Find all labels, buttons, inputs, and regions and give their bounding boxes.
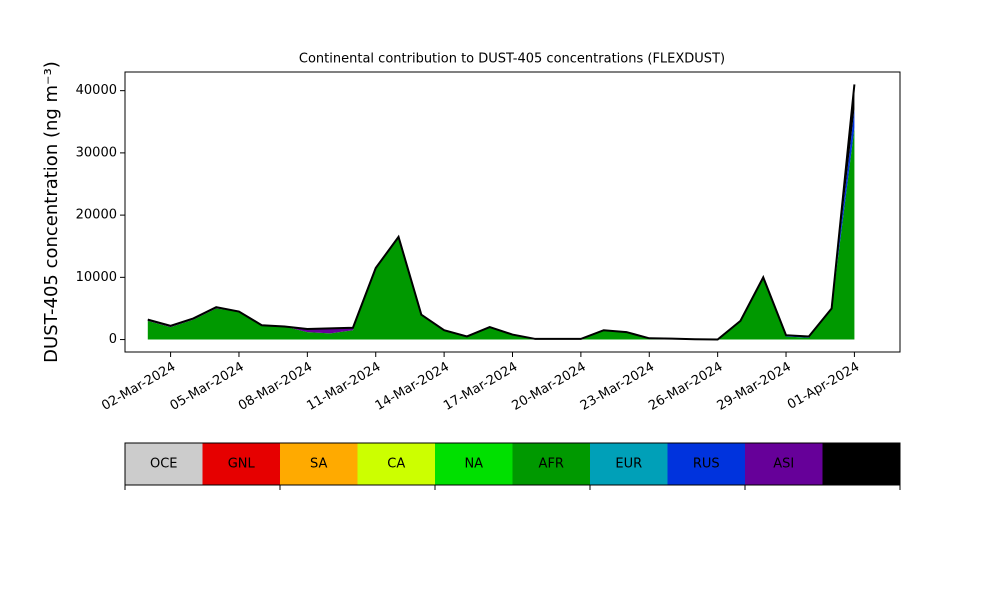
legend-label: RUS [693,457,720,472]
legend-label: NA [464,457,483,472]
x-tick-label: 11-Mar-2024 [304,360,383,414]
legend-swatch [512,443,590,485]
y-axis-label: DUST-405 concentration (ng m⁻³) [41,61,62,363]
y-tick-label: 10000 [76,270,117,285]
legend-swatch [590,443,668,485]
legend-label: AFR [539,457,564,472]
x-tick-label: 01-Apr-2024 [785,360,862,413]
legend-swatch [280,443,358,485]
legend-swatch [667,443,745,485]
x-tick-label: 14-Mar-2024 [373,360,452,414]
area [147,128,855,340]
x-tick-label: 20-Mar-2024 [509,360,588,414]
legend-label: AUS [848,457,875,472]
legend-label: ASI [773,457,794,472]
legend-swatch [357,443,435,485]
x-tick-label: 29-Mar-2024 [715,360,794,414]
legend-swatch [745,443,823,485]
legend-label: SA [310,457,327,472]
x-tick-label: 23-Mar-2024 [578,360,657,414]
colorbar-legend: OCE GNL SA CA NA AFR EUR RUS ASI AUS [124,442,901,490]
y-tick-label: 20000 [76,208,117,223]
y-tick-label: 30000 [76,145,117,160]
area [147,84,855,340]
legend-label: GNL [228,457,256,472]
total-outline [147,84,856,341]
legend-label: CA [387,457,405,472]
x-tick-label: 08-Mar-2024 [236,360,315,414]
y-tick-label: 40000 [76,83,117,98]
x-tick-label: 02-Mar-2024 [99,360,178,414]
legend-swatch [435,443,513,485]
legend-swatch [125,443,203,485]
legend-frame [124,442,901,486]
plot-frame [124,71,901,353]
x-tick-label: 05-Mar-2024 [168,360,247,414]
plot-area [147,84,856,341]
legend-swatch [822,443,900,485]
legend-label: EUR [615,457,642,472]
x-tick-label: 26-Mar-2024 [646,360,725,414]
legend-label: OCE [150,457,178,472]
legend-swatch [202,443,280,485]
y-tick-label: 0 [109,332,117,347]
chart-title: Continental contribution to DUST-405 con… [299,52,725,67]
x-tick-label: 17-Mar-2024 [441,360,520,414]
